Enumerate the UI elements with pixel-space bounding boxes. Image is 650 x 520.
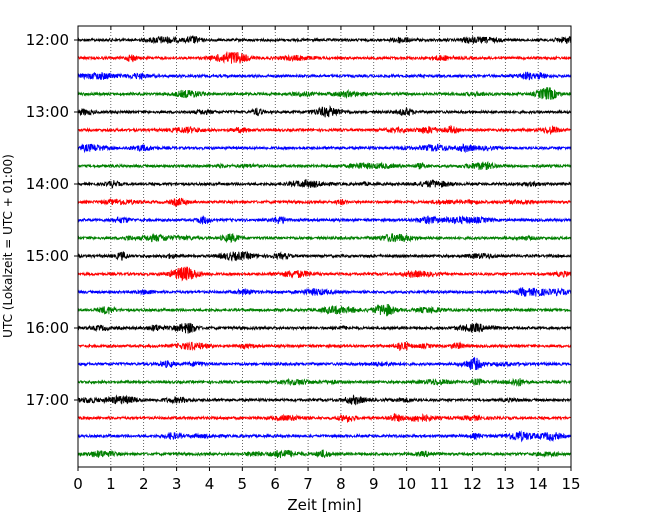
seismic-trace — [77, 197, 572, 208]
x-tick-label: 1 — [106, 475, 116, 493]
seismic-trace — [77, 412, 572, 424]
seismic-trace — [77, 104, 572, 118]
x-tick-label: 11 — [430, 475, 449, 493]
y-tick-label: 16:00 — [26, 319, 69, 337]
seismic-trace — [77, 322, 572, 334]
y-tick-label: 13:00 — [26, 103, 69, 121]
x-axis-ticks: 0 1 2 3 4 5 6 7 8 9 10 11 12 13 14 15 — [73, 26, 581, 493]
seismic-trace — [77, 377, 572, 387]
x-tick-label: 15 — [561, 475, 580, 493]
seismic-traces — [77, 35, 572, 459]
x-tick-label: 6 — [270, 475, 280, 493]
seismic-trace — [77, 160, 572, 171]
x-tick-label: 12 — [463, 475, 482, 493]
x-tick-label: 3 — [172, 475, 182, 493]
x-axis-label: Zeit [min] — [287, 496, 361, 514]
x-tick-label: 13 — [496, 475, 515, 493]
x-tick-label: 5 — [238, 475, 248, 493]
x-tick-label: 2 — [139, 475, 149, 493]
seismic-trace — [77, 124, 572, 135]
seismic-trace — [77, 178, 572, 189]
seismic-trace — [77, 341, 572, 352]
x-tick-label: 0 — [73, 475, 83, 493]
x-tick-label: 14 — [529, 475, 548, 493]
x-tick-label: 7 — [303, 475, 313, 493]
seismic-trace — [77, 287, 572, 298]
seismic-trace — [77, 215, 572, 225]
y-tick-label: 12:00 — [26, 31, 69, 49]
vertical-grid-lines — [110, 26, 539, 467]
plot-frame — [77, 25, 572, 468]
y-tick-label: 17:00 — [26, 391, 69, 409]
seismic-trace — [77, 430, 572, 443]
seismic-trace — [77, 394, 572, 406]
x-tick-label: 10 — [397, 475, 416, 493]
y-axis-label: UTC (Lokalzeit = UTC + 01:00) — [1, 154, 15, 338]
seismic-trace — [77, 51, 572, 64]
seismic-trace — [77, 232, 572, 244]
seismic-trace — [77, 303, 572, 317]
y-axis-ticks: 12:00 13:00 14:00 15:00 16:00 17:00 — [26, 31, 571, 409]
y-tick-label: 15:00 — [26, 247, 69, 265]
x-tick-label: 4 — [205, 475, 215, 493]
seismic-trace — [77, 143, 572, 154]
seismic-trace — [77, 266, 572, 282]
seismic-trace — [77, 87, 572, 100]
y-tick-label: 14:00 — [26, 175, 69, 193]
x-tick-label: 9 — [369, 475, 379, 493]
seismic-trace — [77, 449, 572, 459]
seismic-trace — [77, 71, 572, 81]
x-tick-label: 8 — [336, 475, 346, 493]
seismic-trace — [77, 35, 572, 45]
seismic-trace — [77, 250, 572, 262]
seismic-trace — [77, 356, 572, 371]
